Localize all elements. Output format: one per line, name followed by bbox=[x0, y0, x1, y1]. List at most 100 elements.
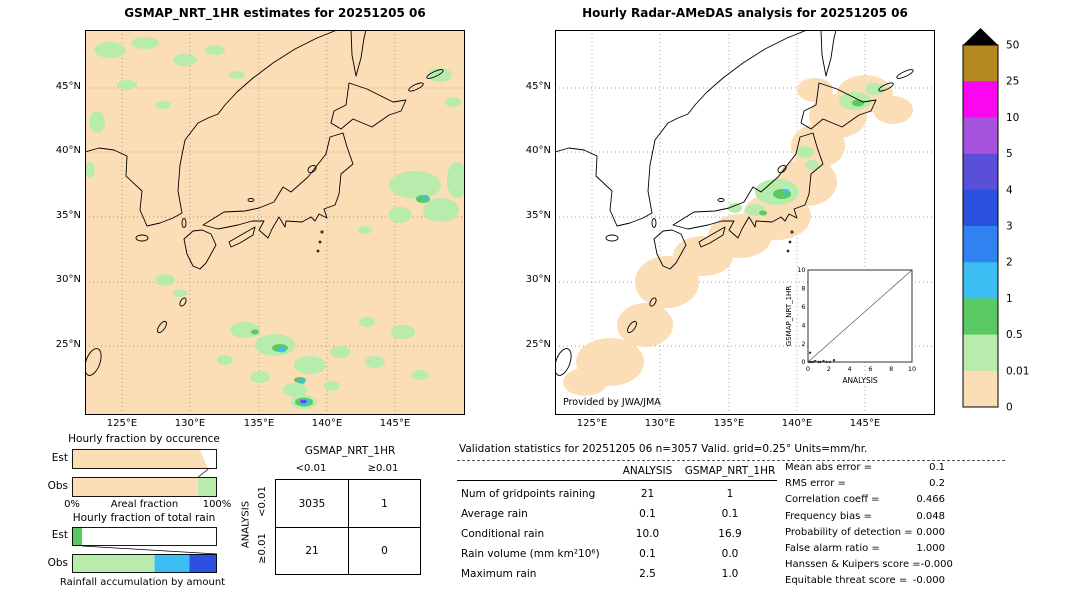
coastline-sakhalin bbox=[820, 30, 837, 77]
contingency-row-label: ≥0.01 bbox=[257, 533, 268, 564]
x-axis-max-label: 100% bbox=[202, 499, 232, 510]
lat-tick-label: 35°N bbox=[525, 210, 551, 221]
score-row: False alarm ratio = 1.000 bbox=[785, 543, 945, 554]
coastline-amami bbox=[179, 297, 187, 307]
inset-x-tick-label: 0 bbox=[806, 365, 810, 373]
score-row: Mean abs error = 0.1 bbox=[785, 462, 945, 473]
lon-tick-label: 130°E bbox=[174, 418, 206, 429]
bar-segment bbox=[72, 477, 199, 497]
coastline-shikoku bbox=[228, 226, 256, 248]
colorbar-tick-label: 0.01 bbox=[1006, 365, 1029, 377]
inset-diagonal-line bbox=[807, 269, 913, 363]
coastline-izu-island bbox=[786, 249, 790, 253]
score-row: Hanssen & Kuipers score = -0.000 bbox=[785, 559, 953, 570]
score-label: Equitable threat score = bbox=[785, 575, 908, 586]
coastline-shikoku bbox=[698, 226, 726, 248]
contingency-col-label: <0.01 bbox=[295, 463, 327, 474]
coastline-kuril-2 bbox=[426, 69, 444, 79]
lat-tick-label: 40°N bbox=[55, 145, 81, 156]
inset-scatter-point bbox=[832, 359, 836, 362]
contingency-cell: 0 bbox=[348, 527, 420, 574]
radar-map-title: Hourly Radar-AMeDAS analysis for 2025120… bbox=[582, 6, 908, 20]
stat-row-label: Num of gridpoints raining bbox=[461, 488, 596, 500]
colorbar-segment bbox=[963, 298, 998, 336]
bar-segment bbox=[154, 554, 190, 573]
totalrain-chart-title: Hourly fraction of total rain bbox=[72, 512, 216, 524]
stat-analysis-value: 0.1 bbox=[639, 508, 656, 520]
est-row-label: Est bbox=[51, 452, 68, 464]
score-label: False alarm ratio = bbox=[785, 543, 880, 554]
coastline-taiwan bbox=[85, 348, 102, 376]
score-value: -0.000 bbox=[920, 559, 953, 570]
lat-tick-label: 40°N bbox=[525, 145, 551, 156]
bar-segment bbox=[82, 527, 217, 546]
colorbar-frame bbox=[962, 44, 999, 408]
bar-connector-line bbox=[197, 468, 209, 478]
coastline-izu-island bbox=[318, 240, 322, 244]
inset-scatter-point bbox=[822, 359, 825, 363]
score-row: Correlation coeff = 0.466 bbox=[785, 494, 945, 505]
obs-row-label: Obs bbox=[47, 557, 68, 569]
inset-y-tick-label: 10 bbox=[797, 266, 805, 274]
colorbar-tick-label: 10 bbox=[1006, 112, 1019, 124]
lat-tick-label: 30°N bbox=[55, 274, 81, 285]
colorbar-segment bbox=[963, 334, 998, 372]
score-row: Equitable threat score = -0.000 bbox=[785, 575, 945, 586]
stats-dashed-divider bbox=[457, 460, 1005, 461]
stat-analysis-value: 21 bbox=[640, 488, 655, 500]
coastlines bbox=[555, 30, 914, 376]
lon-tick-label: 135°E bbox=[713, 418, 745, 429]
colorbar-tick-label: 3 bbox=[1006, 221, 1013, 233]
credit-text: Provided by JWA/JMA bbox=[563, 397, 661, 408]
coastline-izu-island bbox=[320, 230, 324, 234]
score-value: 0.1 bbox=[929, 462, 945, 473]
lon-tick-label: 130°E bbox=[644, 418, 676, 429]
score-value: 0.000 bbox=[916, 527, 945, 538]
bar-segment bbox=[72, 527, 83, 546]
stat-gsmap-value: 16.9 bbox=[718, 528, 742, 540]
score-value: 0.2 bbox=[929, 478, 945, 489]
score-value: 0.048 bbox=[916, 511, 945, 522]
colorbar: 50 25 10 5 4 3 2 1 0.5 0.01 0 bbox=[962, 28, 1029, 414]
colorbar-panel: 50 25 10 5 4 3 2 1 0.5 0.01 0 bbox=[960, 24, 1080, 426]
coastline-sakhalin bbox=[350, 30, 367, 77]
inset-y-tick-label: 8 bbox=[801, 285, 805, 293]
bar-segment bbox=[72, 449, 209, 469]
coastline-taiwan bbox=[555, 348, 572, 376]
colorbar-segment bbox=[963, 262, 998, 299]
lat-tick-label: 30°N bbox=[525, 274, 551, 285]
stat-analysis-value: 0.1 bbox=[639, 548, 656, 560]
bar-outline bbox=[72, 527, 217, 546]
score-label: Hanssen & Kuipers score = bbox=[785, 559, 921, 570]
stats-col-header-analysis: ANALYSIS bbox=[622, 465, 673, 477]
lat-tick-label: 25°N bbox=[55, 339, 81, 350]
inset-scatter-point bbox=[808, 351, 812, 354]
colorbar-tick-label: 5 bbox=[1006, 148, 1013, 160]
colorbar-tick-label: 1 bbox=[1006, 293, 1013, 305]
coastline-izu-island bbox=[790, 230, 794, 234]
coastline-oki bbox=[717, 198, 725, 202]
stats-col-header-gsmap: GSMAP_NRT_1HR bbox=[684, 465, 776, 477]
lon-tick-label: 140°E bbox=[311, 418, 343, 429]
score-label: Correlation coeff = bbox=[785, 494, 880, 505]
scatter-inset: GSMAP_NRT_1HR ANALYSIS 00 2 2 4 4 6 6 8 8 10 10 bbox=[785, 266, 916, 385]
score-value: -0.000 bbox=[912, 575, 945, 586]
colorbar-tick-label: 0.5 bbox=[1006, 329, 1023, 341]
lon-tick-label: 145°E bbox=[849, 418, 881, 429]
score-row: Frequency bias = 0.048 bbox=[785, 511, 945, 522]
score-label: Probability of detection = bbox=[785, 527, 913, 538]
coastline-jeju bbox=[135, 234, 149, 242]
radar-map-panel: Hourly Radar-AMeDAS analysis for 2025120… bbox=[510, 4, 960, 439]
bar-outline bbox=[72, 477, 217, 497]
contingency-row-label: <0.01 bbox=[257, 486, 268, 517]
coastline-honshu bbox=[202, 132, 354, 239]
inset-y-tick-label: 6 bbox=[801, 303, 805, 311]
stats-header: Validation statistics for 20251205 06 n=… bbox=[459, 443, 868, 455]
coastline-sado bbox=[307, 164, 317, 174]
coastline-continent-korea bbox=[555, 30, 808, 227]
inset-scatter-point bbox=[807, 360, 811, 364]
coastline-continent-korea bbox=[85, 30, 338, 227]
totalrain-caption: Rainfall accumulation by amount bbox=[59, 577, 226, 588]
score-label: RMS error = bbox=[785, 478, 846, 489]
contingency-table: 3035 1 21 0 bbox=[275, 479, 421, 575]
